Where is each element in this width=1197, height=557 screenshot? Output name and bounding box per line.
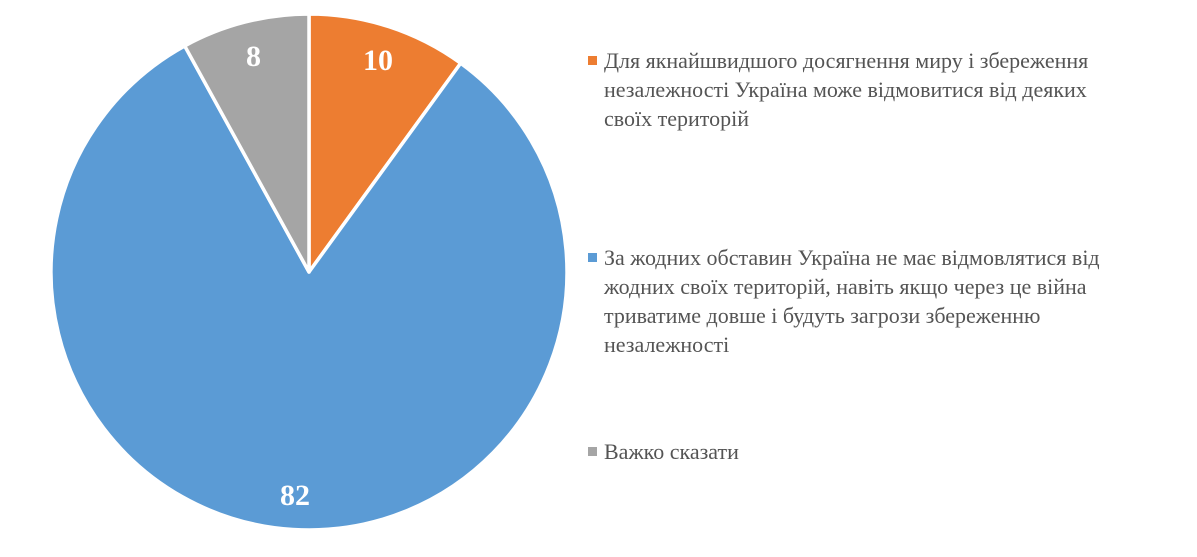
legend-item-concessions: Для якнайшвидшого досягнення миру і збер… [588, 46, 1124, 133]
pie-plot-area: 10 82 8 [0, 0, 585, 557]
chart-legend: Для якнайшвидшого досягнення миру і збер… [588, 0, 1188, 557]
pie-slice [49, 44, 569, 532]
legend-label: Важко сказати [604, 439, 739, 464]
pie-slice [182, 12, 311, 274]
pie-slice-label: 82 [280, 479, 310, 512]
legend-label: За жодних обставин Україна не має відмов… [604, 245, 1100, 357]
legend-swatch-gray-icon [588, 447, 597, 456]
pie-slice-label: 8 [246, 40, 261, 73]
legend-swatch-blue-icon [588, 253, 597, 262]
pie-chart: 10 82 8 [49, 12, 569, 532]
legend-swatch-orange-icon [588, 56, 597, 65]
legend-item-hard-to-say: Важко сказати [588, 437, 1124, 466]
pie-slice [307, 12, 463, 274]
pie-slice-label: 10 [363, 44, 393, 77]
legend-label: Для якнайшвидшого досягнення миру і збер… [604, 48, 1089, 131]
legend-item-no-concessions: За жодних обставин Україна не має відмов… [588, 243, 1124, 359]
